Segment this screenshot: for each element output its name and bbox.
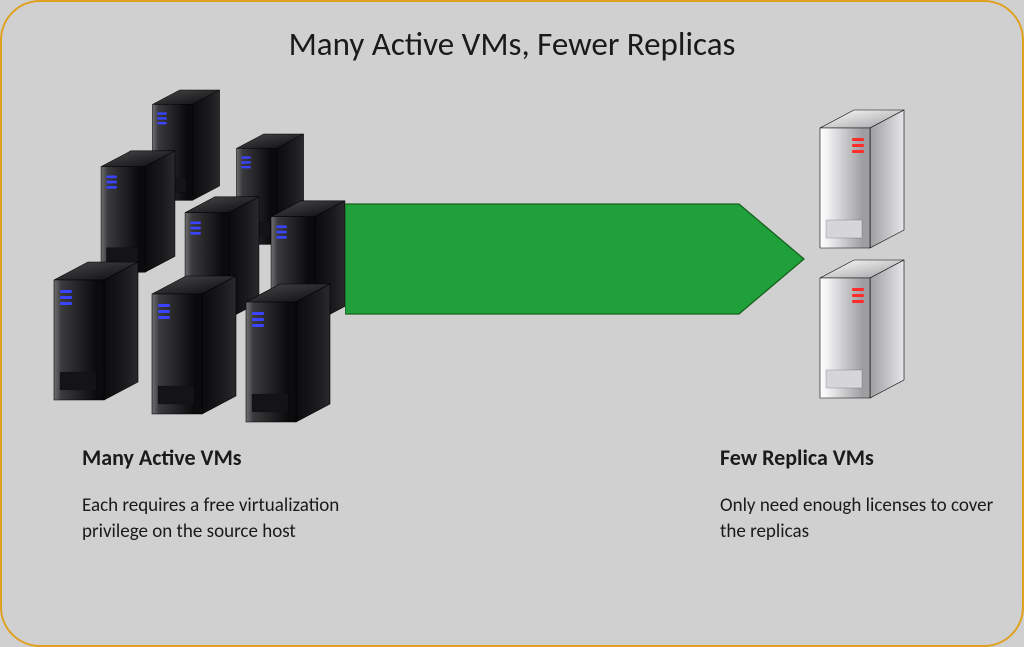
server-tower-active-icon bbox=[46, 252, 146, 402]
active-caption-body: Each requires a free virtualization priv… bbox=[82, 493, 372, 544]
server-tower-active-icon bbox=[144, 266, 244, 416]
active-caption-heading: Many Active VMs bbox=[82, 444, 372, 471]
server-tower-active-icon bbox=[238, 274, 338, 424]
replica-caption-heading: Few Replica VMs bbox=[720, 444, 1000, 471]
active-server-6 bbox=[46, 252, 146, 402]
arrow-shape bbox=[345, 204, 804, 314]
server-tower-replica-icon bbox=[812, 100, 912, 250]
active-caption: Many Active VMs Each requires a free vir… bbox=[82, 444, 372, 544]
active-vm-cluster bbox=[56, 82, 356, 412]
replica-server-2 bbox=[812, 250, 912, 400]
replica-vm-cluster bbox=[812, 100, 962, 380]
replica-caption: Few Replica VMs Only need enough license… bbox=[720, 444, 1000, 544]
active-server-7 bbox=[144, 266, 244, 416]
replica-caption-body: Only need enough licenses to cover the r… bbox=[720, 493, 1000, 544]
diagram-title: Many Active VMs, Fewer Replicas bbox=[2, 24, 1022, 64]
active-server-8 bbox=[238, 274, 338, 424]
server-tower-replica-icon bbox=[812, 250, 912, 400]
replica-server-1 bbox=[812, 100, 912, 250]
flow-arrow bbox=[345, 203, 805, 315]
